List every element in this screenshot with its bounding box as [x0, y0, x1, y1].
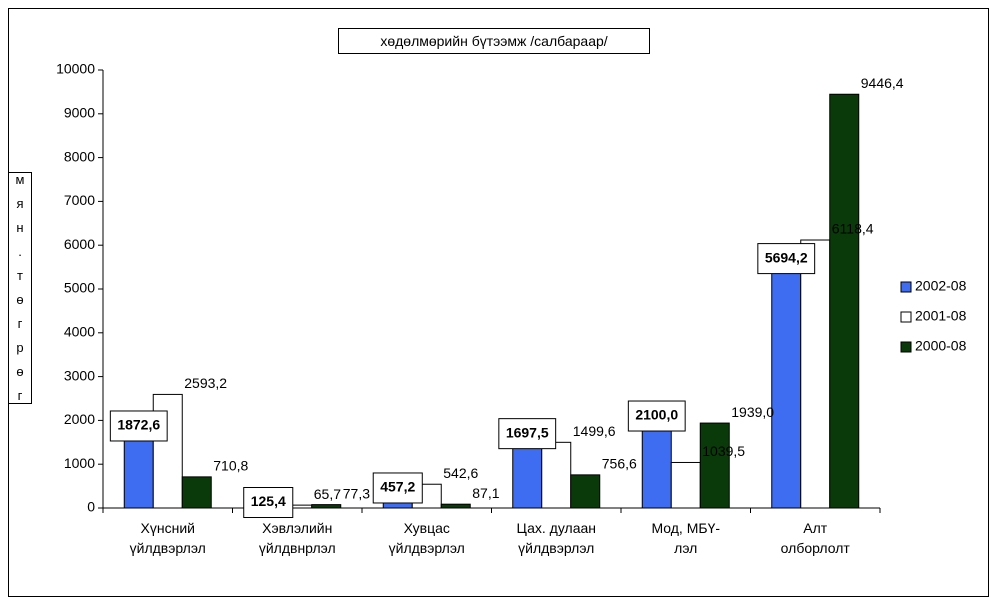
- y-tick-label: 2000: [64, 411, 95, 427]
- data-label-box: [498, 418, 557, 450]
- data-label: 1939,0: [731, 404, 774, 420]
- y-tick-label: 5000: [64, 280, 95, 296]
- y-tick-label: 0: [87, 499, 95, 515]
- data-label-box: [243, 487, 294, 519]
- x-tick-label: Мод, МБҮ- лэл: [651, 520, 721, 556]
- data-label: 1499,6: [573, 423, 616, 439]
- x-tick-label: Хүнсний үйлдвэрлэл: [129, 520, 206, 556]
- x-tick-label: Алт олборлолт: [780, 520, 850, 556]
- y-tick-label: 7000: [64, 192, 95, 208]
- legend-label: 2000-08: [915, 338, 967, 354]
- bar: [771, 258, 802, 509]
- data-label: 1697,5: [506, 424, 549, 440]
- y-tick-label: 1000: [64, 455, 95, 471]
- y-tick-label: 6000: [64, 236, 95, 252]
- x-tick-label: Цах. дулаан үйлдвэрлэл: [516, 520, 597, 556]
- data-label: 65,7: [314, 486, 341, 502]
- x-tick-label: Хувцас үйлдвэрлэл: [388, 520, 465, 556]
- y-tick-label: 4000: [64, 324, 95, 340]
- bar: [541, 441, 572, 509]
- legend-label: 2002-08: [915, 278, 967, 294]
- bar: [570, 474, 601, 509]
- data-label-box: [109, 410, 168, 442]
- y-tick-label: 3000: [64, 367, 95, 383]
- data-label: 1872,6: [117, 417, 160, 433]
- legend-swatch: [900, 311, 912, 323]
- data-label: 87,1: [472, 485, 499, 501]
- chart-title: хөдөлмөрийн бүтээмж /салбараар/: [338, 28, 650, 54]
- y-tick-label: 10000: [56, 61, 95, 77]
- data-label: 5694,2: [765, 249, 808, 265]
- data-label: 77,3: [343, 485, 370, 501]
- bar: [311, 504, 342, 509]
- data-label: 542,6: [443, 465, 478, 481]
- data-label: 457,2: [380, 479, 415, 495]
- legend-swatch: [900, 341, 912, 353]
- y-tick-label: 8000: [64, 148, 95, 164]
- data-label: 2100,0: [635, 407, 678, 423]
- data-label: 756,6: [602, 456, 637, 472]
- data-label: 9446,4: [861, 75, 904, 91]
- bar: [800, 239, 831, 509]
- bar: [440, 503, 471, 509]
- legend-swatch: [900, 281, 912, 293]
- legend-label: 2001-08: [915, 308, 967, 324]
- bar: [181, 476, 212, 509]
- data-label: 2593,2: [184, 375, 227, 391]
- data-label-box: [627, 400, 686, 432]
- data-label: 125,4: [251, 493, 286, 509]
- y-tick-label: 9000: [64, 105, 95, 121]
- data-label-box: [757, 243, 816, 275]
- x-tick-label: Хэвлэлийн үйлдвнрлэл: [258, 520, 336, 556]
- bar: [699, 422, 730, 509]
- y-axis-label: мян.төгрөг: [8, 172, 32, 412]
- bar: [670, 461, 701, 509]
- data-label: 710,8: [213, 458, 248, 474]
- data-label: 6118,4: [832, 221, 874, 237]
- data-label-box: [372, 472, 423, 504]
- data-label: 1039,5: [702, 443, 745, 459]
- bar: [829, 93, 860, 509]
